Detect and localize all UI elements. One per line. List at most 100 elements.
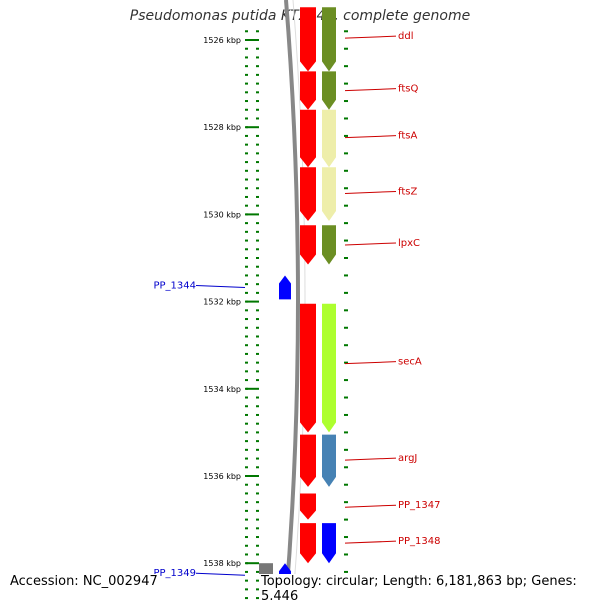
axis-minor-tick	[245, 440, 248, 443]
topology-label: Topology: circular; Length: 6,181,863 bp…	[259, 574, 600, 600]
axis-minor-tick	[245, 492, 248, 495]
cog-arrow-ftsQ	[322, 71, 336, 110]
axis-right-tick	[344, 501, 348, 504]
axis-minor-tick	[256, 518, 259, 521]
axis-minor-tick	[256, 335, 259, 338]
axis-minor-tick	[256, 274, 259, 277]
axis-minor-tick	[245, 361, 248, 364]
axis-minor-tick	[245, 108, 248, 111]
axis-minor-tick	[245, 283, 248, 286]
axis-minor-tick	[256, 30, 259, 33]
axis-minor-tick	[256, 405, 259, 408]
axis-minor-tick	[256, 318, 259, 321]
axis-major-tick	[246, 300, 256, 303]
axis-minor-tick	[245, 161, 248, 164]
gene-arrow-ftsA	[300, 109, 316, 168]
axis-right-tick	[344, 134, 348, 137]
axis-minor-tick	[245, 457, 248, 460]
axis-minor-tick	[245, 117, 248, 120]
axis-minor-tick	[245, 553, 248, 556]
cog-arrow-secA	[322, 303, 336, 433]
axis-minor-tick	[245, 379, 248, 382]
axis-minor-tick	[256, 187, 259, 190]
cog-arrow-ftsA	[322, 109, 336, 168]
cog-arrow-ddl	[322, 7, 336, 72]
axis-minor-tick	[245, 527, 248, 530]
axis-minor-tick	[245, 483, 248, 486]
axis-minor-tick	[245, 56, 248, 59]
axis-minor-tick	[256, 65, 259, 68]
axis-minor-tick	[256, 440, 259, 443]
axis-right-tick	[344, 396, 348, 399]
axis-right-tick	[344, 379, 348, 382]
gene-arrow-PP_1348	[300, 523, 316, 564]
axis-minor-tick	[245, 588, 248, 591]
axis-minor-tick	[256, 283, 259, 286]
axis-minor-tick	[256, 204, 259, 207]
axis-right-tick	[344, 553, 348, 556]
axis-minor-tick	[256, 361, 259, 364]
axis-right-tick	[344, 361, 348, 364]
backbone-inner-curve	[292, 0, 306, 600]
axis-minor-tick	[245, 448, 248, 451]
axis-major-tick	[246, 213, 256, 216]
gene-label-PP_1349: PP_1349	[153, 568, 196, 579]
axis-minor-tick	[256, 169, 259, 172]
gene-arrow-secA	[300, 303, 316, 433]
axis-right-tick	[344, 82, 348, 85]
axis-minor-tick	[245, 501, 248, 504]
axis-minor-tick	[256, 108, 259, 111]
axis-minor-tick	[245, 230, 248, 233]
axis-right-tick	[344, 466, 348, 469]
axis-minor-tick	[256, 91, 259, 94]
gene-label-line	[195, 572, 246, 576]
axis-minor-tick	[245, 239, 248, 242]
axis-right-tick	[344, 169, 348, 172]
gene-label-ftsA: ftsA	[398, 131, 417, 142]
gene-label-lpxC: lpxC	[398, 238, 420, 249]
axis-right-tick	[344, 100, 348, 103]
axis-right-tick	[344, 239, 348, 242]
axis-right-tick	[344, 152, 348, 155]
gene-label-ftsQ: ftsQ	[398, 84, 418, 95]
axis-minor-tick	[256, 47, 259, 50]
gene-arrow-ftsZ	[300, 167, 316, 221]
axis-tick-label: 1534 kbp	[203, 385, 241, 394]
axis-minor-tick	[245, 152, 248, 155]
axis-minor-tick	[245, 431, 248, 434]
axis-right-tick	[344, 257, 348, 259]
gene-arrow-lpxC	[300, 225, 316, 265]
axis-right-tick	[344, 274, 348, 277]
axis-minor-tick	[245, 509, 248, 512]
axis-minor-tick	[256, 422, 259, 425]
axis-minor-tick	[245, 65, 248, 68]
axis-right-tick	[344, 483, 348, 486]
axis-minor-tick	[245, 195, 248, 198]
axis-minor-tick	[245, 466, 248, 469]
axis-minor-tick	[245, 405, 248, 408]
axis-minor-tick	[256, 431, 259, 434]
axis-minor-tick	[256, 536, 259, 539]
axis-minor-tick	[245, 222, 248, 225]
axis-minor-tick	[245, 318, 248, 321]
axis-minor-tick	[245, 370, 248, 373]
axis-right-tick	[344, 518, 348, 521]
axis-minor-tick	[256, 134, 259, 137]
axis-minor-tick	[256, 379, 259, 382]
axis-minor-tick	[256, 501, 259, 504]
axis-minor-tick	[245, 335, 248, 338]
axis-minor-tick	[256, 352, 259, 355]
axis-right-tick	[344, 291, 348, 294]
gene-arrow-PP_1344	[279, 275, 291, 300]
axis-minor-tick	[256, 265, 259, 268]
axis-minor-tick	[245, 204, 248, 207]
axis-right-tick	[344, 222, 348, 225]
axis-minor-tick	[256, 344, 259, 347]
gene-label-PP_1344: PP_1344	[153, 280, 196, 291]
axis-minor-tick	[256, 291, 259, 294]
axis-minor-tick	[245, 30, 248, 33]
gene-label-argJ: argJ	[398, 453, 417, 464]
axis-minor-tick	[256, 126, 259, 129]
axis-minor-tick	[256, 73, 259, 76]
axis-minor-tick	[256, 161, 259, 164]
